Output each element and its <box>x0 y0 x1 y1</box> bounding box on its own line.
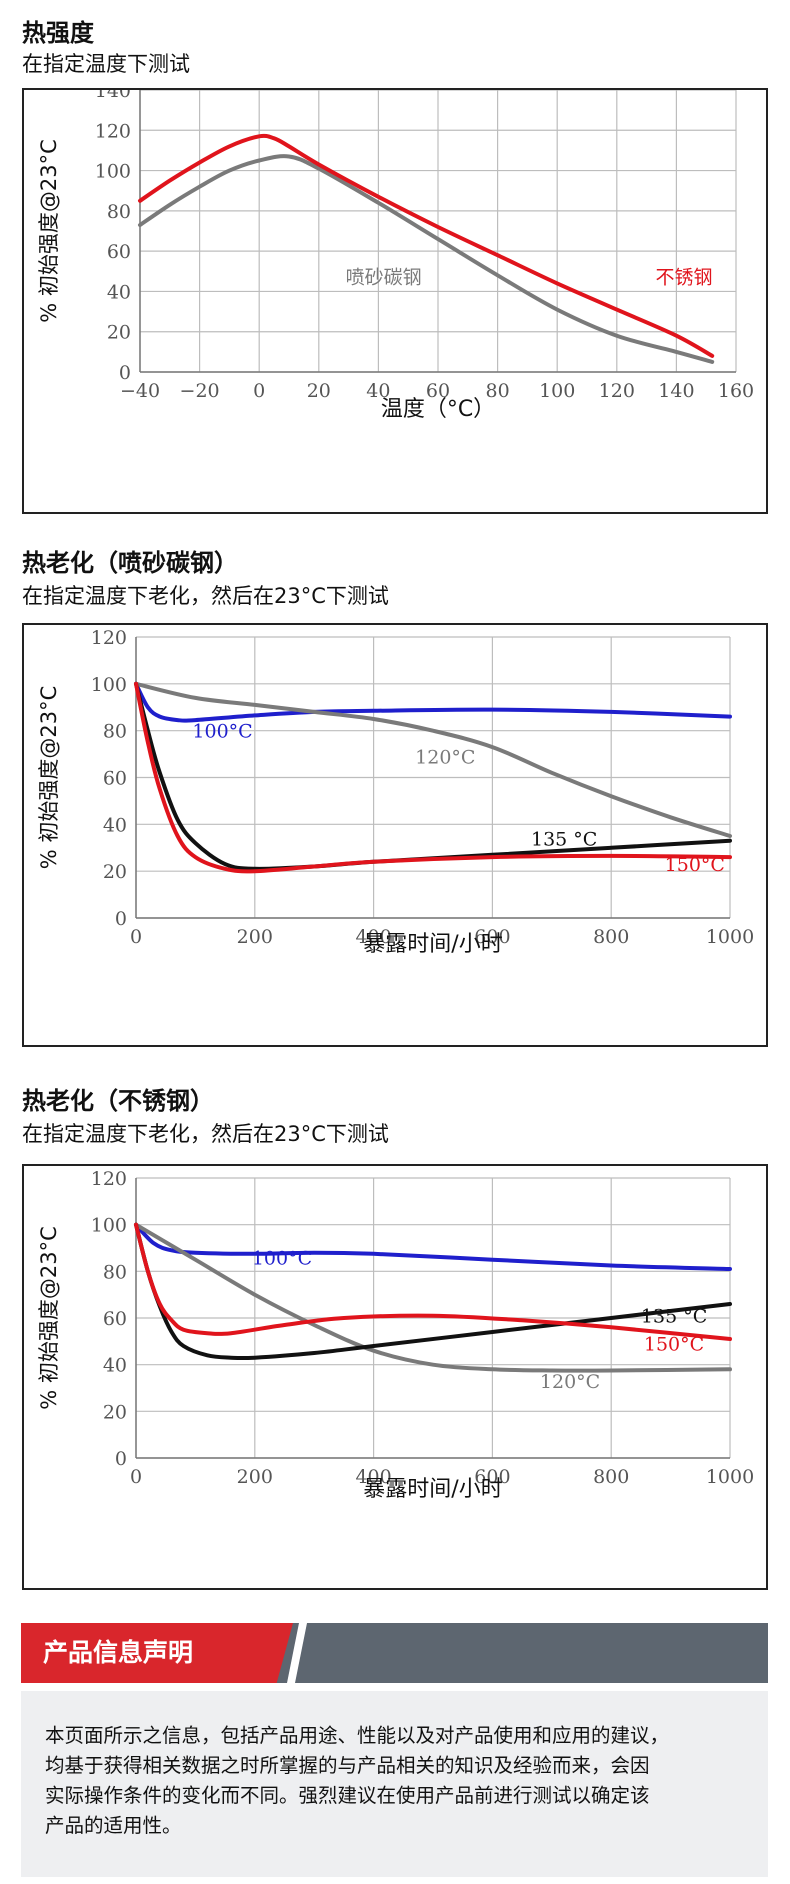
x-tick-label: −20 <box>180 380 220 402</box>
x-axis-title: 暴露时间/小时 <box>363 932 502 957</box>
y-tick-label: 60 <box>103 768 127 790</box>
section-aging-carbon-steel-subtitle: 在指定温度下老化，然后在23°C下测试 <box>22 584 389 608</box>
chart-heat-strength: −40 −20 0 20 40 60 80 100 120 140 160 0 20 40 60 80 100 1… <box>22 88 768 514</box>
notice-line: 实际操作条件的变化而不同。强烈建议在使用产品前进行测试以确定该 <box>45 1784 650 1807</box>
y-tick-label: 140 <box>95 90 131 102</box>
x-tick-label: 140 <box>658 380 694 402</box>
y-axis-title: % 初始强度@23°C <box>37 686 61 870</box>
y-tick-label: 80 <box>103 721 127 743</box>
y-tick-label: 100 <box>91 674 127 696</box>
series-label: 100°C <box>192 721 252 743</box>
x-tick-label: 400 <box>355 926 391 948</box>
x-tick-label: 0 <box>130 1466 142 1488</box>
series-line-150°C <box>134 681 732 874</box>
x-tick-label: 400 <box>355 1466 391 1488</box>
banner-red-bar <box>21 1623 293 1683</box>
y-tick-label: 100 <box>95 161 131 183</box>
series-label: 150°C <box>644 1334 704 1356</box>
series-line-120°C <box>134 681 732 838</box>
series-label: 不锈钢 <box>656 266 713 288</box>
y-axis-title: % 初始强度@23°C <box>37 139 61 323</box>
series-label: 120°C <box>540 1371 600 1393</box>
x-tick-label: 0 <box>253 380 265 402</box>
notice-line: 本页面所示之信息，包括产品用途、性能以及对产品使用和应用的建议， <box>45 1724 670 1747</box>
notice-line: 均基于获得相关数据之时所掌握的与产品相关的知识及经验而来，会因 <box>45 1754 650 1777</box>
chart-svg-1: 0 200 400 600 800 1000 0 20 40 60 80 100 120 暴露时间/小时%… <box>37 627 754 957</box>
y-tick-label: 40 <box>107 281 131 303</box>
series-line-100°C <box>134 681 732 723</box>
series-label: 135 °C <box>531 828 597 850</box>
x-tick-label: 60 <box>426 380 450 402</box>
series-label: 100°C <box>252 1247 312 1269</box>
x-tick-label: 0 <box>130 926 142 948</box>
y-tick-label: 80 <box>107 201 131 223</box>
y-tick-label: 0 <box>115 908 127 930</box>
series-label: 135 °C <box>641 1306 707 1328</box>
x-axis-title: 暴露时间/小时 <box>363 1477 502 1502</box>
x-tick-label: 80 <box>486 380 510 402</box>
x-tick-label: 120 <box>599 380 635 402</box>
y-tick-label: 20 <box>103 1401 127 1423</box>
section-aging-stainless-subtitle: 在指定温度下老化，然后在23°C下测试 <box>22 1122 389 1146</box>
y-tick-label: 80 <box>103 1261 127 1283</box>
x-tick-label: 800 <box>593 1466 629 1488</box>
series-line-喷砂碳钢 <box>138 154 715 364</box>
series-label: 150°C <box>665 854 725 876</box>
section-heat-strength-subtitle: 在指定温度下测试 <box>22 52 190 76</box>
y-tick-label: 0 <box>115 1448 127 1470</box>
series-line-135°C <box>134 1222 732 1361</box>
y-tick-label: 60 <box>107 241 131 263</box>
x-tick-label: −40 <box>120 380 160 402</box>
series-line-不锈钢 <box>138 133 715 358</box>
notice-banner: 产品信息声明 <box>21 1623 768 1683</box>
x-tick-label: 200 <box>237 1466 273 1488</box>
banner-title: 产品信息声明 <box>43 1638 194 1667</box>
x-axis-title: 温度（°C） <box>381 397 495 422</box>
notice-body: 本页面所示之信息，包括产品用途、性能以及对产品使用和应用的建议， 均基于获得相关… <box>21 1691 768 1877</box>
series-line-100°C <box>134 1222 732 1271</box>
x-tick-label: 600 <box>474 926 510 948</box>
series-line-150°C <box>134 1222 732 1341</box>
chart-svg-0: −40 −20 0 20 40 60 80 100 120 140 160 0 20 40 60 80 100 1… <box>37 90 754 422</box>
x-tick-label: 20 <box>307 380 331 402</box>
chart-aging-carbon-steel: 0 200 400 600 800 1000 0 20 40 60 80 100 120 暴露时间/小时%… <box>22 623 768 1047</box>
x-tick-label: 40 <box>366 380 390 402</box>
y-tick-label: 40 <box>103 1355 127 1377</box>
x-tick-label: 1000 <box>706 1466 754 1488</box>
y-tick-label: 60 <box>103 1308 127 1330</box>
y-axis-title: % 初始强度@23°C <box>37 1226 61 1410</box>
series-label: 120°C <box>415 746 475 768</box>
y-tick-label: 20 <box>103 861 127 883</box>
x-tick-label: 1000 <box>706 926 754 948</box>
x-tick-label: 100 <box>539 380 575 402</box>
x-tick-label: 160 <box>718 380 754 402</box>
section-aging-carbon-steel-title: 热老化（喷砂碳钢） <box>22 549 238 577</box>
section-aging-stainless-title: 热老化（不锈钢） <box>22 1087 214 1115</box>
y-tick-label: 100 <box>91 1215 127 1237</box>
y-tick-label: 40 <box>103 814 127 836</box>
x-tick-label: 600 <box>474 1466 510 1488</box>
y-tick-label: 120 <box>91 627 127 649</box>
y-tick-label: 120 <box>95 120 131 142</box>
section-heat-strength-title: 热强度 <box>22 19 94 47</box>
series-label: 喷砂碳钢 <box>346 266 422 288</box>
y-tick-label: 120 <box>91 1168 127 1190</box>
chart-aging-stainless: 0 200 400 600 800 1000 0 20 40 60 80 100 120 暴露时间/小时%… <box>22 1164 768 1590</box>
chart-svg-2: 0 200 400 600 800 1000 0 20 40 60 80 100 120 暴露时间/小时%… <box>37 1168 754 1502</box>
y-tick-label: 0 <box>119 362 131 384</box>
series-line-135°C <box>134 681 732 871</box>
y-tick-label: 20 <box>107 322 131 344</box>
notice-line: 产品的适用性。 <box>45 1814 182 1837</box>
series-line-120°C <box>134 1222 732 1373</box>
x-tick-label: 800 <box>593 926 629 948</box>
x-tick-label: 200 <box>237 926 273 948</box>
